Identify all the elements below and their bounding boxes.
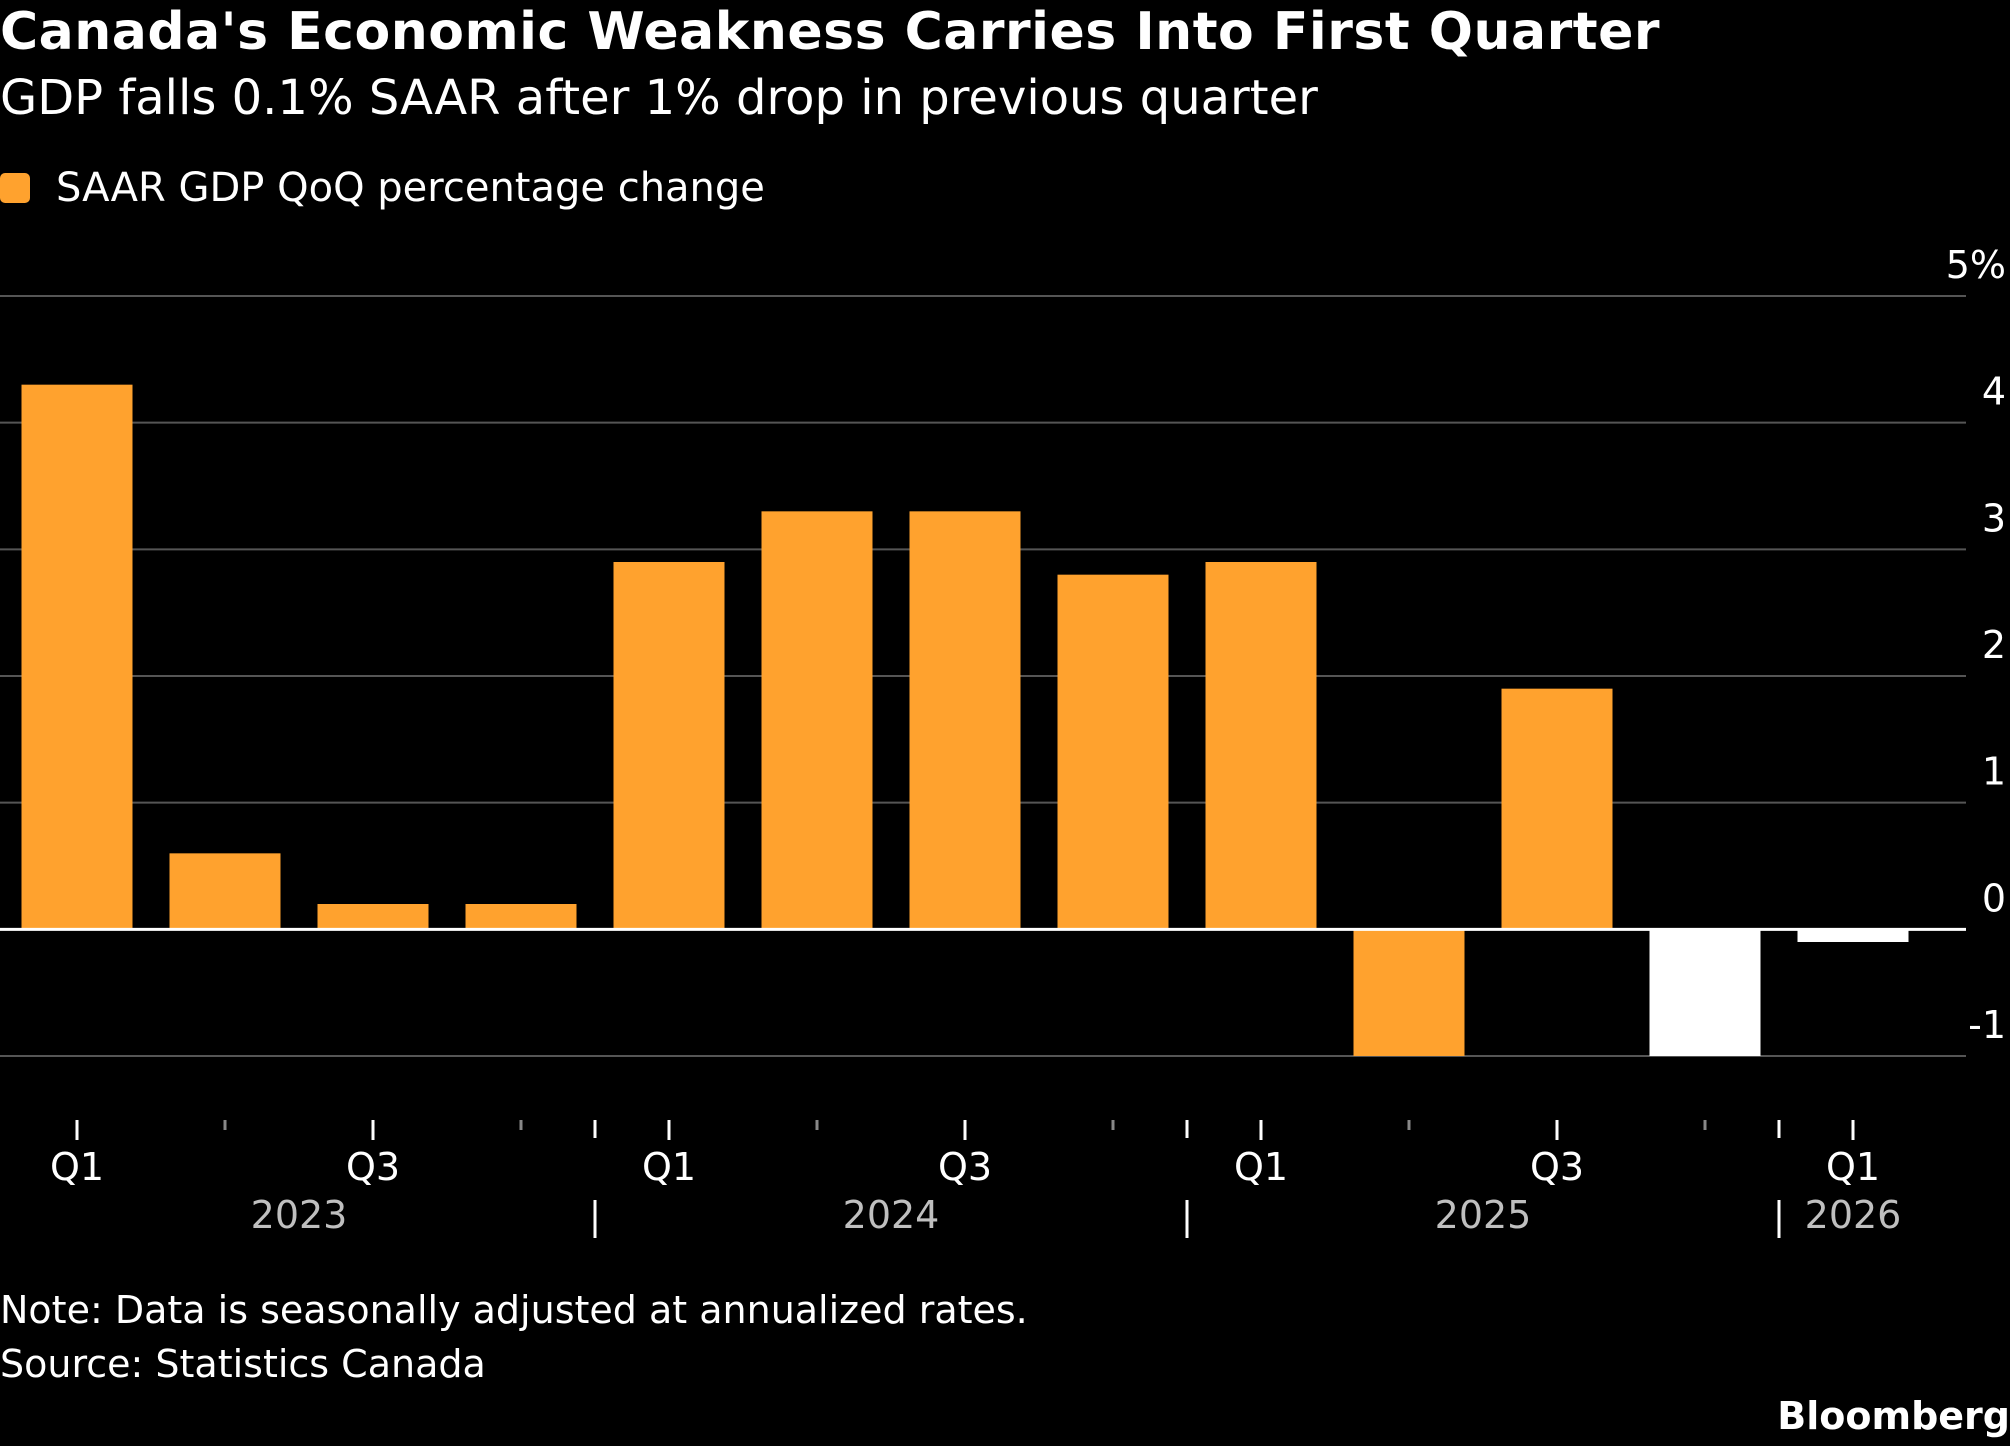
year-label: 2026 — [1805, 1193, 1902, 1237]
y-tick-label: 5% — [1946, 243, 2006, 287]
x-tick-label: Q1 — [1234, 1145, 1288, 1189]
year-label: 2025 — [1435, 1193, 1532, 1237]
y-tick-label: 0 — [1982, 876, 2006, 920]
bar-2024-q2 — [761, 511, 873, 930]
chart-subtitle: GDP falls 0.1% SAAR after 1% drop in pre… — [0, 70, 1318, 126]
x-tick-label: Q1 — [50, 1145, 104, 1189]
x-tick-label: Q1 — [1826, 1145, 1880, 1189]
legend: SAAR GDP QoQ percentage change — [0, 165, 765, 211]
chart-note: Note: Data is seasonally adjusted at ann… — [0, 1288, 1028, 1332]
bar-2023-q4 — [465, 904, 577, 930]
bar-2023-q1 — [21, 384, 133, 930]
bar-2025-q2 — [1353, 929, 1465, 1056]
x-tick-label: Q3 — [346, 1145, 400, 1189]
chart-source: Source: Statistics Canada — [0, 1342, 486, 1386]
bar-2024-q4 — [1057, 574, 1169, 930]
bar-2023-q3 — [317, 904, 429, 930]
y-tick-label: 3 — [1982, 496, 2006, 540]
legend-label: SAAR GDP QoQ percentage change — [56, 165, 765, 211]
y-tick-label: -1 — [1968, 1003, 2006, 1047]
year-label: 2023 — [251, 1193, 348, 1237]
x-tick-label: Q3 — [1530, 1145, 1584, 1189]
y-tick-label: 4 — [1982, 370, 2006, 414]
chart-title: Canada's Economic Weakness Carries Into … — [0, 2, 1661, 62]
bar-2024-q3 — [909, 511, 1021, 930]
bar-2024-q1 — [613, 562, 725, 930]
bloomberg-logo: Bloomberg — [1777, 1394, 2010, 1438]
y-tick-label: 2 — [1982, 623, 2006, 667]
bar-2025-q1 — [1205, 562, 1317, 930]
y-tick-label: 1 — [1982, 750, 2006, 794]
x-tick-label: Q3 — [938, 1145, 992, 1189]
bar-2025-q3 — [1501, 688, 1613, 930]
x-tick-label: Q1 — [642, 1145, 696, 1189]
bar-2026-q1 — [1797, 929, 1909, 942]
bar-2025-q4 — [1649, 929, 1761, 1056]
bar-2023-q2 — [169, 853, 281, 930]
legend-swatch — [0, 173, 30, 203]
year-label: 2024 — [843, 1193, 940, 1237]
